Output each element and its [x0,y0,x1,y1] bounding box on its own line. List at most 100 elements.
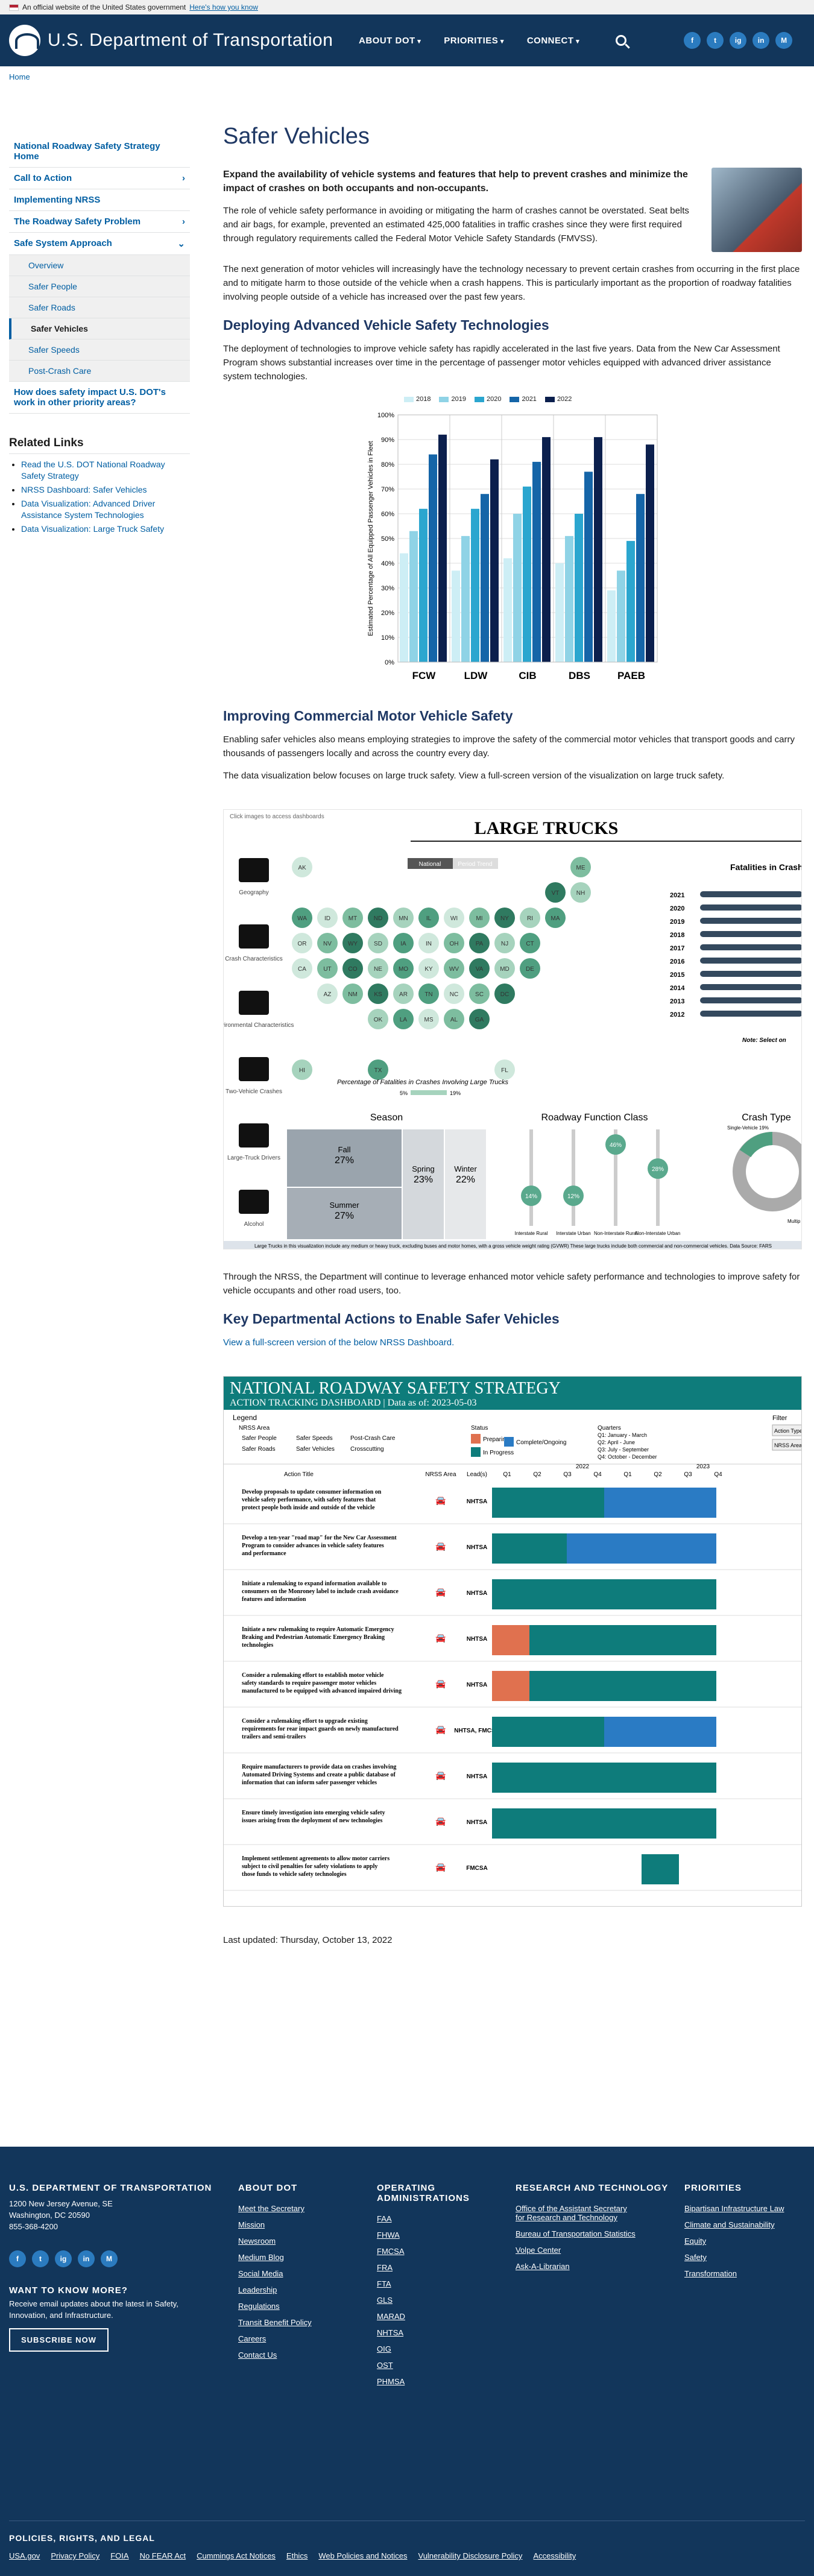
state-label: OK [374,1017,383,1023]
state-LA [393,1009,414,1029]
nav-priorities[interactable]: PRIORITIES [444,36,504,46]
us-flag-icon [9,4,19,11]
legal-link[interactable]: Accessibility [533,2551,576,2560]
legal-link[interactable]: Privacy Policy [51,2551,100,2560]
footer-link[interactable]: Equity [684,2237,707,2246]
sidebar-item-other-areas[interactable]: How does safety impact U.S. DOT's work i… [9,382,190,414]
footer-link[interactable]: FTA [377,2279,391,2288]
nav-about[interactable]: ABOUT DOT [359,36,421,46]
twitter-icon[interactable]: t [707,32,724,49]
sidebar-sub-overview[interactable]: Overview [9,255,190,276]
footer-link[interactable]: Volpe Center [516,2246,561,2255]
timeline-block [642,1488,679,1518]
footer-link[interactable]: Leadership [238,2285,277,2294]
footer-link[interactable]: Climate and Sustainability [684,2220,775,2229]
action-title: Develop proposals to update consumer inf… [242,1489,382,1495]
instagram-icon[interactable]: ig [730,32,747,49]
footer-link[interactable]: OIG [377,2344,391,2353]
footer-link[interactable]: Careers [238,2334,267,2343]
footer-link[interactable]: Transformation [684,2269,737,2278]
medium-icon[interactable]: M [775,32,793,49]
sidebar-sub-safer-vehicles[interactable]: Safer Vehicles [9,318,190,339]
banner-how-link[interactable]: Here's how you know [189,3,258,11]
sidebar-sub-safer-roads[interactable]: Safer Roads [9,297,190,318]
footer-medium-icon[interactable]: M [101,2250,118,2267]
footer-facebook-icon[interactable]: f [9,2250,26,2267]
state-label: NC [450,991,458,998]
season-fall-value: 27% [335,1155,354,1166]
sidebar-item-implementing[interactable]: Implementing NRSS [9,189,190,211]
legal-link[interactable]: No FEAR Act [139,2551,186,2560]
status-label: In Progress [483,1450,514,1456]
sidebar-item-problem[interactable]: The Roadway Safety Problem › [9,211,190,233]
legend-area: Safer Roads [242,1446,276,1453]
filter-label: NRSS Area [774,1442,802,1448]
sidebar-sub-safer-people[interactable]: Safer People [9,276,190,297]
footer-linkedin-icon[interactable]: in [78,2250,95,2267]
footer-link[interactable]: Newsroom [238,2237,276,2246]
sidebar-sub-post-crash[interactable]: Post-Crash Care [9,361,190,382]
dot-logo[interactable]: U.S. Department of Transportation [9,25,347,56]
footer-link[interactable]: Bipartisan Infrastructure Law [684,2204,784,2213]
timeline-block [492,1717,529,1747]
state-label: FL [501,1067,508,1074]
toggle-trend [453,858,498,869]
footer-link[interactable]: Social Media [238,2269,283,2278]
state-IN [418,933,439,953]
subscribe-button[interactable]: SUBSCRIBE NOW [9,2328,109,2352]
footer-link[interactable]: GLS [377,2296,393,2305]
related-link-trucks[interactable]: Data Visualization: Large Truck Safety [21,524,165,534]
footer-link[interactable]: Office of the Assistant Secretary for Re… [516,2204,627,2222]
legal-link[interactable]: USA.gov [9,2551,40,2560]
legal-link[interactable]: FOIA [110,2551,129,2560]
year-header: 2023 [696,1463,710,1470]
related-link-nrss[interactable]: Read the U.S. DOT National Roadway Safet… [21,459,165,481]
legal-link[interactable]: Cummings Act Notices [197,2551,276,2560]
footer-link[interactable]: NHTSA [377,2328,404,2337]
legal-link[interactable]: Ethics [286,2551,308,2560]
footer-instagram-icon[interactable]: ig [55,2250,72,2267]
breadcrumb-home[interactable]: Home [9,72,30,81]
linkedin-icon[interactable]: in [752,32,770,49]
sidebar-item-nrss-home[interactable]: National Roadway Safety Strategy Home [9,136,190,168]
status-swatch [471,1434,481,1444]
season-winter [445,1129,486,1239]
footer-link[interactable]: Meet the Secretary [238,2204,304,2213]
nav-connect[interactable]: CONNECT [527,36,579,46]
state-label: WY [348,941,358,947]
fatal-bar [700,944,803,950]
footer-twitter-icon[interactable]: t [32,2250,49,2267]
footer-link[interactable]: Medium Blog [238,2253,284,2262]
footer-link[interactable]: Regulations [238,2302,280,2311]
dashboard-link[interactable]: View a full-screen version of the below … [223,1337,455,1348]
footer-link[interactable]: Mission [238,2220,265,2229]
footer-link[interactable]: Transit Benefit Policy [238,2318,312,2327]
sidebar-item-safe-system[interactable]: Safe System Approach ⌄ [9,233,190,255]
footer-link[interactable]: FRA [377,2263,393,2272]
legal-link[interactable]: Web Policies and Notices [318,2551,408,2560]
legal-link[interactable]: Vulnerability Disclosure Policy [418,2551,523,2560]
footer-link[interactable]: OST [377,2361,393,2370]
related-link-adas[interactable]: Data Visualization: Advanced Driver Assi… [21,499,156,520]
footer-link[interactable]: MARAD [377,2312,405,2321]
timeline-block [492,1763,529,1793]
timeline-block [529,1533,567,1564]
timeline-block [604,1579,642,1609]
sidebar-sub-safer-speeds[interactable]: Safer Speeds [9,339,190,361]
related-link-dashboard[interactable]: NRSS Dashboard: Safer Vehicles [21,485,147,494]
footer-link[interactable]: FAA [377,2214,392,2223]
footer-link[interactable]: FHWA [377,2230,400,2240]
footer-link[interactable]: Bureau of Transportation Statistics [516,2229,636,2238]
footer-link[interactable]: Ask-A-Librarian [516,2262,570,2271]
sidebar-item-call-to-action[interactable]: Call to Action › [9,168,190,189]
search-icon[interactable] [616,35,627,46]
timeline-block [492,1671,529,1701]
facebook-icon[interactable]: f [684,32,701,49]
footer-link[interactable]: Safety [684,2253,707,2262]
footer-link[interactable]: Contact Us [238,2350,277,2360]
footer-link[interactable]: FMCSA [377,2247,405,2256]
large-truck-visualization[interactable]: Click images to access dashboards LARGE T… [214,809,814,1250]
footer-link[interactable]: PHMSA [377,2377,405,2386]
quarter-label: Q3: July - September [598,1447,649,1453]
